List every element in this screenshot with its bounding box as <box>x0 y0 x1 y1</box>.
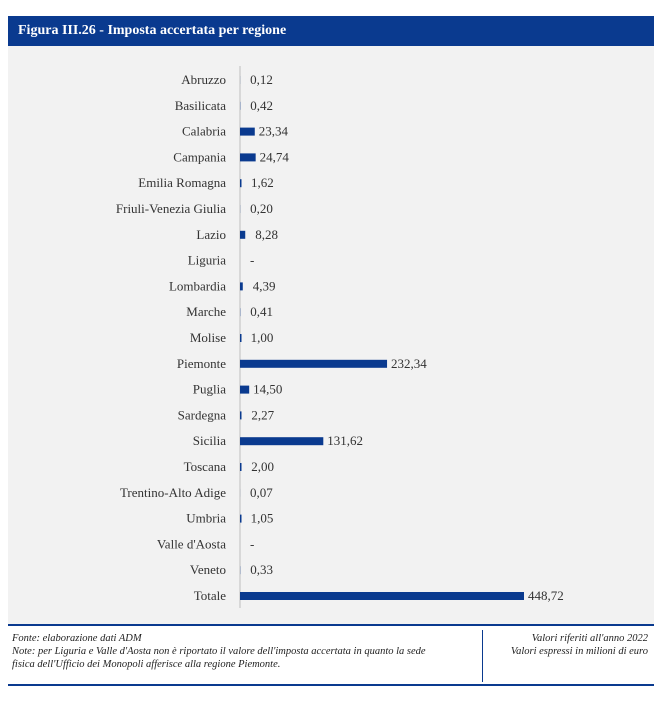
category-label: Abruzzo <box>181 72 226 87</box>
bar <box>240 127 255 136</box>
data-label: 1,00 <box>251 330 274 345</box>
data-label: 131,62 <box>327 433 363 448</box>
bar <box>240 411 242 420</box>
data-label: 2,27 <box>251 407 274 422</box>
footer-top-rule <box>8 624 654 626</box>
footer-units: Valori riferiti all'anno 2022 Valori esp… <box>511 632 648 658</box>
bar <box>240 334 242 342</box>
footer-notes: Fonte: elaborazione dati ADM Note: per L… <box>12 632 482 671</box>
reference-year: Valori riferiti all'anno 2022 <box>531 633 648 644</box>
category-label: Liguria <box>188 253 226 268</box>
data-label: 448,72 <box>528 588 564 603</box>
bar <box>240 514 242 523</box>
bar <box>240 179 242 188</box>
chart-panel: Abruzzo 0,12 Basilicata 0,42 Calabria 23,34 Ca… <box>8 46 654 624</box>
footer-bottom-rule <box>8 684 654 686</box>
data-label: 2,00 <box>251 459 274 474</box>
bar-chart: Abruzzo 0,12 Basilicata 0,42 Calabria 23,34 Ca… <box>116 66 564 608</box>
bar <box>240 230 246 239</box>
figure-header: Figura III.26 - Imposta accertata per re… <box>8 16 654 46</box>
category-label: Lazio <box>196 227 226 242</box>
bar <box>240 385 250 394</box>
category-label: Calabria <box>182 124 226 139</box>
data-label: 0,12 <box>250 72 273 87</box>
source-note: Fonte: elaborazione dati ADM <box>12 633 142 644</box>
category-label: Sicilia <box>193 433 226 448</box>
data-label: 0,41 <box>250 304 273 319</box>
category-label: Basilicata <box>175 98 226 113</box>
bar <box>240 463 242 471</box>
category-label: Emilia Romagna <box>138 175 226 190</box>
category-label: Veneto <box>190 562 226 577</box>
data-label: 0,20 <box>250 201 273 216</box>
category-label: Marche <box>186 304 226 319</box>
note-line-2: fisica dell'Ufficio dei Monopoli afferis… <box>12 659 281 670</box>
category-label: Valle d'Aosta <box>157 536 226 551</box>
category-label: Totale <box>194 588 227 603</box>
data-label: 8,28 <box>255 227 278 242</box>
category-label: Piemonte <box>177 356 226 371</box>
note-line-1: Note: per Liguria e Valle d'Aosta non è … <box>12 646 426 657</box>
data-label: 0,42 <box>250 98 273 113</box>
category-label: Molise <box>190 330 226 345</box>
data-label: 4,39 <box>253 278 276 293</box>
category-label: Umbria <box>186 511 226 526</box>
category-label: Lombardia <box>169 278 226 293</box>
category-label: Campania <box>173 149 226 164</box>
units-note: Valori espressi in milioni di euro <box>510 646 648 657</box>
data-label: 0,33 <box>250 562 273 577</box>
bar <box>240 437 324 446</box>
category-label: Puglia <box>193 382 226 397</box>
data-label: 23,34 <box>259 124 289 139</box>
data-label: 1,05 <box>251 511 274 526</box>
data-label: 24,74 <box>260 149 290 164</box>
figure-title: Figura III.26 - Imposta accertata per re… <box>18 23 287 38</box>
bar <box>240 592 524 600</box>
data-label: - <box>250 536 254 551</box>
category-label: Friuli-Venezia Giulia <box>116 201 226 216</box>
category-label: Sardegna <box>178 407 227 422</box>
category-label: Trentino-Alto Adige <box>120 485 226 500</box>
data-label: 1,62 <box>251 175 274 190</box>
bar <box>240 282 243 291</box>
data-label: 0,07 <box>250 485 273 500</box>
bar <box>240 359 388 368</box>
bar <box>240 153 256 162</box>
footer-separator <box>482 630 483 682</box>
data-label: - <box>250 253 254 268</box>
data-label: 14,50 <box>253 382 282 397</box>
category-label: Toscana <box>184 459 227 474</box>
data-label: 232,34 <box>391 356 427 371</box>
